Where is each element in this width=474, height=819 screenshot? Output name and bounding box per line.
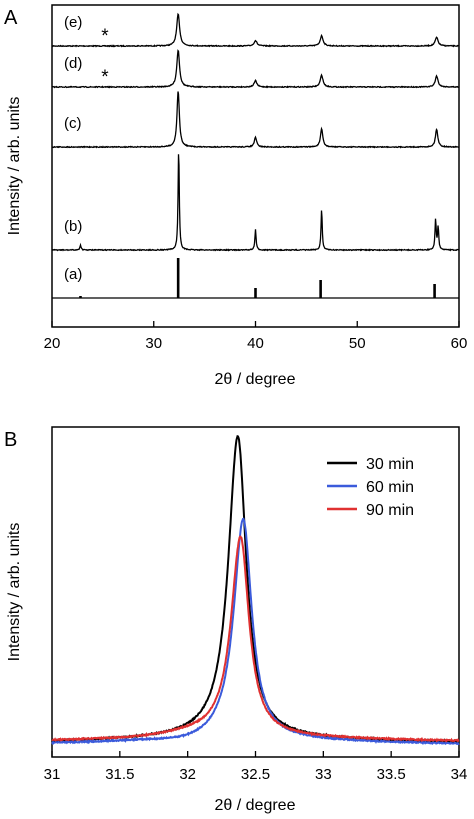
panel-a-x-axis-label: 2θ / degree: [215, 371, 296, 388]
x-tick-label: 32.5: [241, 766, 270, 783]
trace-label: (b): [64, 218, 82, 235]
legend-entry: 60 min: [366, 479, 414, 496]
xrd-trace-1: [51, 49, 460, 89]
x-tick-label: 40: [247, 335, 264, 352]
trace-label: (a): [64, 266, 82, 283]
panel-b-label: B: [4, 429, 17, 451]
panel-a-y-axis-label: Intensity / arb. units: [6, 97, 23, 236]
x-tick-label: 32: [179, 766, 196, 783]
panel-b: B 31 31.5 32 32.5 33 33.5 34 30 min 60 min 90 mi…: [4, 426, 468, 814]
panel-b-legend: 30 min 60 min 90 min: [327, 456, 414, 519]
panel-a-traces: (e) * (d) * (c) (b) (a): [51, 12, 460, 299]
panel-a-plot-frame: [51, 4, 460, 328]
legend-entry: 90 min: [366, 502, 414, 519]
x-tick-label: 50: [349, 335, 366, 352]
panel-a-x-ticks: 20 30 40 50 60: [44, 321, 468, 352]
x-tick-label: 60: [451, 335, 468, 352]
trace-label: (d): [64, 55, 82, 72]
trace-label: (c): [64, 115, 82, 132]
panel-b-x-ticks: 31 31.5 32 32.5 33 33.5 34: [44, 751, 468, 783]
x-tick-label: 33: [315, 766, 332, 783]
legend-entry: 30 min: [366, 456, 414, 473]
xrd-trace-0: [51, 12, 460, 48]
panel-a-label: A: [4, 7, 18, 29]
trace-label: (e): [64, 14, 82, 31]
x-tick-label: 30: [145, 335, 162, 352]
panel-a: A (e) * (d) * (c) (b) (a) 20 30 40 50 60 2θ / degr…: [4, 4, 468, 388]
impurity-marker: *: [101, 26, 109, 47]
x-tick-label: 31.5: [105, 766, 134, 783]
impurity-marker: *: [101, 67, 109, 88]
x-tick-label: 34: [451, 766, 468, 783]
x-tick-label: 20: [44, 335, 61, 352]
panel-b-traces: [51, 435, 460, 746]
x-tick-label: 31: [44, 766, 61, 783]
xrd-trace-2: [51, 91, 460, 149]
panel-b-plot-frame: [51, 426, 460, 758]
x-tick-label: 33.5: [377, 766, 406, 783]
series-line-1: [51, 517, 460, 746]
panel-b-x-axis-label: 2θ / degree: [215, 797, 296, 814]
panel-b-y-axis-label: Intensity / arb. units: [6, 523, 23, 662]
series-line-2: [51, 535, 460, 743]
xrd-trace-3: [51, 154, 460, 252]
